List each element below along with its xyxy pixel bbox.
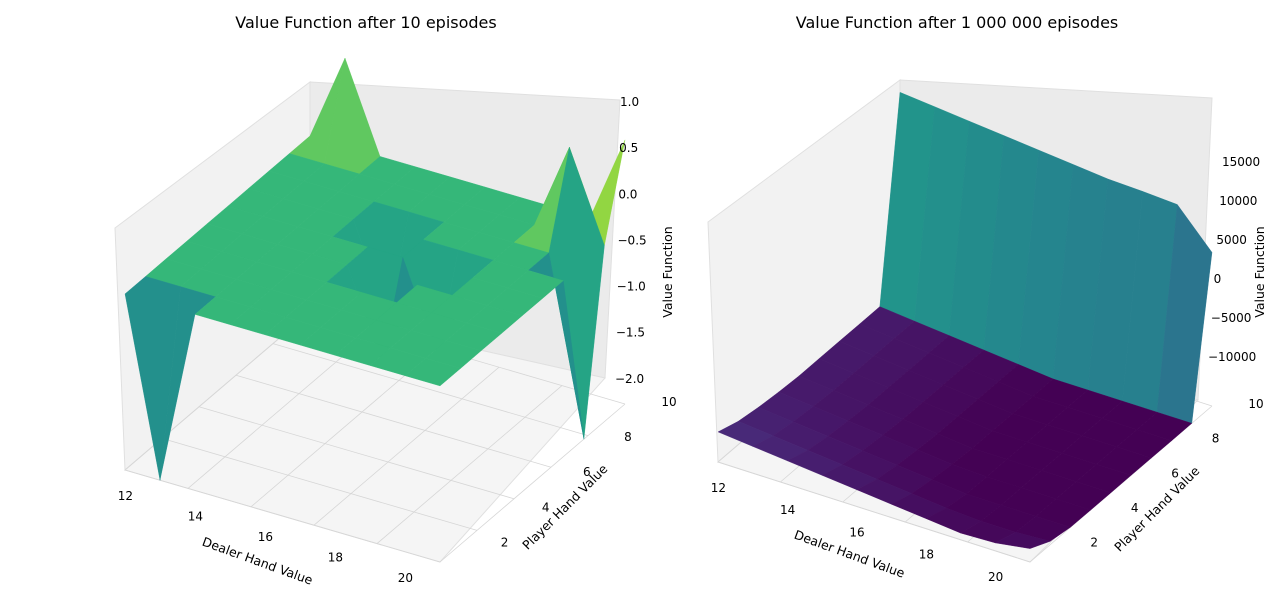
y-tick-label: 2 bbox=[1090, 536, 1098, 550]
y-tick-label: 10 bbox=[661, 395, 676, 409]
x-tick-label: 18 bbox=[919, 548, 934, 562]
x-tick-label: 16 bbox=[849, 525, 864, 539]
floor-gridline bbox=[313, 366, 500, 526]
x-tick-label: 20 bbox=[988, 570, 1003, 584]
z-tick-label: −0.5 bbox=[618, 233, 647, 247]
floor-gridline bbox=[717, 461, 1031, 563]
chart-left-title: Value Function after 10 episodes bbox=[235, 13, 496, 32]
floor-gridline bbox=[124, 469, 441, 563]
floor-gridline bbox=[272, 343, 589, 436]
y-tick-label: 2 bbox=[501, 535, 509, 549]
z-tick-label: 5000 bbox=[1216, 233, 1247, 247]
x-tick-label: 14 bbox=[780, 503, 795, 517]
y-tick-label: 4 bbox=[542, 500, 550, 514]
y-tick-label: 8 bbox=[1212, 432, 1220, 446]
chart-right-surface bbox=[717, 92, 1213, 549]
z-tick-label: −1.0 bbox=[617, 280, 646, 294]
y-tick-label: 4 bbox=[1131, 501, 1139, 515]
chart-right-title: Value Function after 1 000 000 episodes bbox=[796, 13, 1119, 32]
y-tick-label: 6 bbox=[583, 465, 591, 479]
surface-patch bbox=[404, 357, 462, 387]
chart-left-zlabel: Value Function bbox=[660, 226, 675, 317]
chart-left-ticks: 12 14 16 18 20 2 4 6 8 10 1.0 0.5 0.0 −0.5 −1.0 −1.5 −2.… bbox=[118, 95, 677, 585]
z-tick-label: 10000 bbox=[1219, 194, 1257, 208]
z-tick-label: 1.0 bbox=[620, 95, 639, 109]
chart-left-ylabel: Player Hand Value bbox=[519, 461, 610, 552]
x-tick-label: 16 bbox=[258, 530, 273, 544]
floor-gridline bbox=[198, 406, 515, 500]
x-tick-label: 18 bbox=[328, 550, 343, 564]
chart-left-surface bbox=[124, 57, 626, 481]
x-tick-label: 12 bbox=[118, 489, 133, 503]
y-tick-label: 6 bbox=[1171, 466, 1179, 480]
x-tick-label: 20 bbox=[398, 571, 413, 585]
floor-gridline bbox=[376, 385, 563, 544]
floor-gridline bbox=[439, 403, 626, 563]
chart-right-zlabel: Value Function bbox=[1252, 226, 1267, 317]
z-tick-label: −10000 bbox=[1208, 350, 1256, 364]
x-tick-label: 12 bbox=[711, 481, 726, 495]
z-tick-label: 0 bbox=[1214, 272, 1222, 286]
chart-left: Value Function after 10 episodes 1214161… bbox=[114, 13, 677, 588]
floor-gridline bbox=[161, 438, 478, 531]
chart-right: Value Function after 1 000 000 episodes … bbox=[707, 13, 1267, 584]
z-tick-label: −2.0 bbox=[615, 372, 644, 386]
z-tick-label: 0.5 bbox=[619, 141, 638, 155]
floor-gridline bbox=[235, 374, 552, 468]
x-tick-label: 14 bbox=[188, 509, 203, 523]
z-tick-label: −1.5 bbox=[616, 326, 645, 340]
z-tick-label: 0.0 bbox=[618, 187, 637, 201]
chart-right-ticks: 12 14 16 18 20 2 4 6 8 10 15000 10000 5000 0 −5000 −100… bbox=[711, 155, 1264, 584]
surface-patch bbox=[994, 531, 1051, 549]
y-tick-label: 8 bbox=[624, 430, 632, 444]
z-tick-label: 15000 bbox=[1222, 155, 1260, 169]
z-tick-label: −5000 bbox=[1211, 311, 1252, 325]
y-tick-label: 10 bbox=[1248, 397, 1263, 411]
